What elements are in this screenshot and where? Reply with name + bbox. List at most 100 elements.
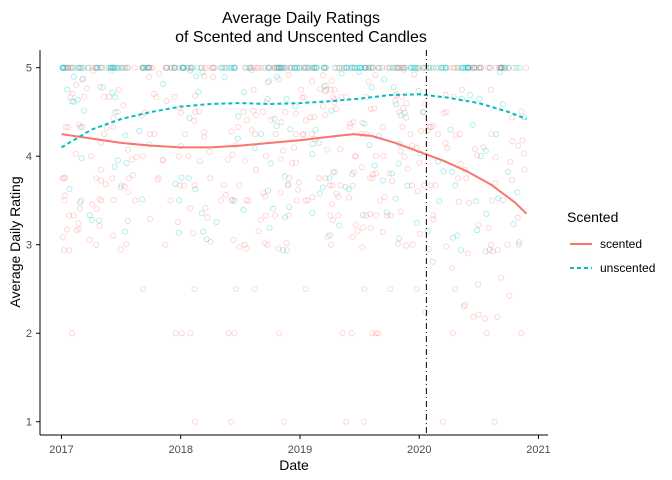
data-point-scented <box>176 104 183 111</box>
data-point-scented <box>521 166 528 173</box>
data-point-scented <box>171 93 178 100</box>
data-point-scented <box>308 131 315 138</box>
data-point-scented <box>523 64 530 71</box>
data-point-unscented <box>331 64 338 71</box>
data-point-unscented <box>501 64 508 71</box>
data-point-scented <box>322 175 329 182</box>
data-point-scented <box>311 114 318 121</box>
data-point-unscented <box>193 73 200 80</box>
data-point-scented <box>358 164 365 171</box>
data-point-scented <box>387 285 394 292</box>
data-point-scented <box>204 214 211 221</box>
data-point-unscented <box>380 76 387 83</box>
data-point-unscented <box>413 65 420 72</box>
data-point-unscented <box>266 77 273 84</box>
data-point-scented <box>451 64 458 71</box>
data-point-scented <box>300 64 307 71</box>
data-point-unscented <box>458 95 465 102</box>
data-point-unscented <box>354 64 361 71</box>
data-point-scented <box>73 150 80 157</box>
data-point-scented <box>222 191 229 198</box>
data-point-unscented <box>108 64 115 71</box>
data-point-scented <box>204 64 211 71</box>
data-point-scented <box>108 68 115 75</box>
data-point-scented <box>302 197 309 204</box>
data-point-scented <box>280 147 287 154</box>
data-point-scented <box>241 64 248 71</box>
data-point-unscented <box>172 64 179 71</box>
data-point-scented <box>80 75 87 82</box>
data-point-scented <box>323 86 330 93</box>
data-point-scented <box>377 197 384 204</box>
data-point-scented <box>195 108 202 115</box>
data-point-scented <box>231 330 238 337</box>
data-point-scented <box>369 175 376 182</box>
data-point-unscented <box>140 64 147 71</box>
data-point-unscented <box>266 224 273 231</box>
data-point-scented <box>120 102 127 109</box>
data-point-scented <box>373 170 380 177</box>
data-point-unscented <box>312 127 319 134</box>
chart-title: Average Daily Ratings of Scented and Uns… <box>175 10 427 46</box>
data-point-scented <box>70 212 77 219</box>
data-point-scented <box>375 330 382 337</box>
data-point-scented <box>255 228 262 235</box>
data-point-scented <box>79 123 86 130</box>
data-point-unscented <box>395 160 402 167</box>
x-tick-label: 2018 <box>168 444 192 456</box>
data-point-scented <box>427 64 434 71</box>
data-point-scented <box>408 182 415 189</box>
data-point-unscented <box>230 64 237 71</box>
data-point-unscented <box>486 64 493 71</box>
data-point-scented <box>121 64 128 71</box>
data-point-scented <box>275 64 282 71</box>
data-point-unscented <box>320 64 327 71</box>
data-point-scented <box>125 146 132 153</box>
data-point-unscented <box>309 151 316 158</box>
data-point-scented <box>228 128 235 135</box>
data-point-unscented <box>168 64 175 71</box>
data-point-scented <box>96 222 103 229</box>
data-point-scented <box>505 64 512 71</box>
data-point-unscented <box>109 64 116 71</box>
data-point-scented <box>201 129 208 136</box>
data-point-unscented <box>396 235 403 242</box>
data-point-scented <box>260 189 267 196</box>
data-point-scented <box>81 93 88 100</box>
data-point-scented <box>172 330 179 337</box>
y-tick-label: 3 <box>26 240 32 252</box>
data-point-scented <box>300 131 307 138</box>
x-tick-label: 2019 <box>288 444 312 456</box>
data-point-unscented <box>283 96 290 103</box>
data-point-unscented <box>199 69 206 76</box>
data-point-scented <box>98 177 105 184</box>
data-point-unscented <box>273 73 280 80</box>
data-point-unscented <box>304 64 311 71</box>
data-point-unscented <box>188 64 195 71</box>
data-point-unscented <box>399 64 406 71</box>
data-point-scented <box>312 64 319 71</box>
data-point-scented <box>320 103 327 110</box>
data-point-scented <box>210 64 217 71</box>
data-point-scented <box>233 285 240 292</box>
data-point-scented <box>110 124 117 131</box>
data-point-scented <box>62 124 69 131</box>
data-point-scented <box>404 165 411 172</box>
data-point-unscented <box>457 64 464 71</box>
data-point-unscented <box>361 64 368 71</box>
data-point-unscented <box>498 64 505 71</box>
data-point-unscented <box>136 127 143 134</box>
data-point-scented <box>167 64 174 71</box>
data-point-unscented <box>79 76 86 83</box>
data-point-scented <box>285 71 292 78</box>
data-point-scented <box>106 94 113 101</box>
data-point-scented <box>257 216 264 223</box>
data-point-scented <box>398 64 405 71</box>
data-point-unscented <box>264 96 271 103</box>
data-point-unscented <box>505 64 512 71</box>
data-point-unscented <box>70 98 77 105</box>
data-point-scented <box>154 176 161 183</box>
data-point-scented <box>124 217 131 224</box>
data-point-scented <box>350 119 357 126</box>
data-point-scented <box>171 64 178 71</box>
